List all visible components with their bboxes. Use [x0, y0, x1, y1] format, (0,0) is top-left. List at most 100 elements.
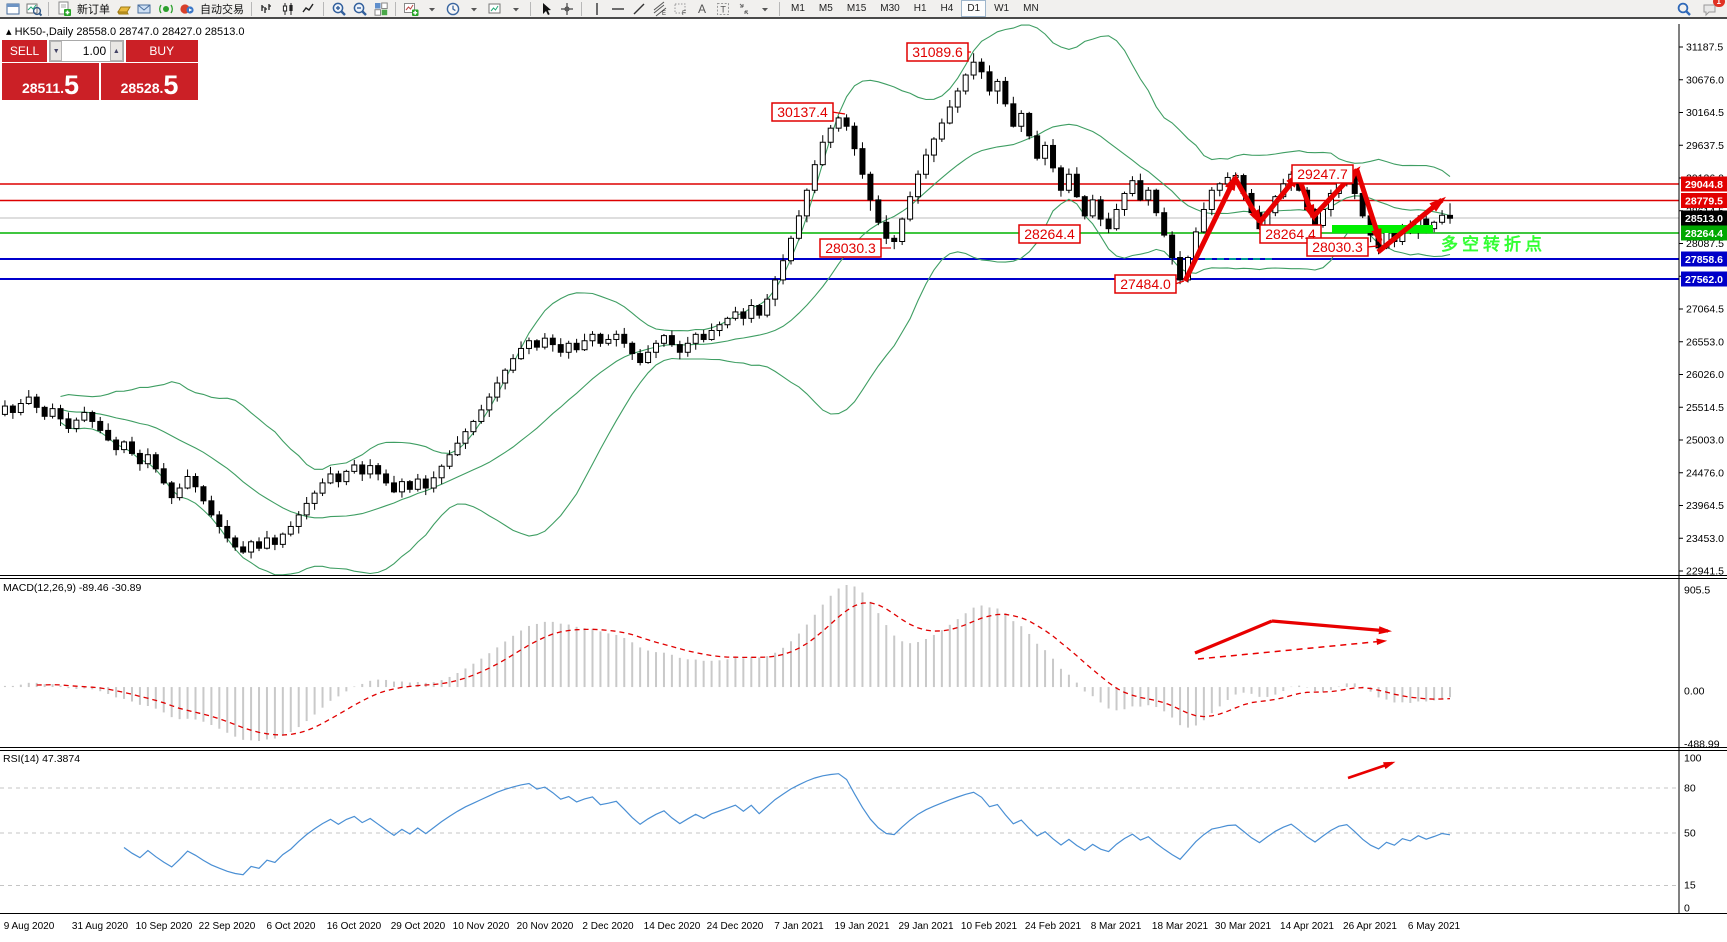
mailbox-icon[interactable] — [135, 0, 154, 17]
candle-body — [470, 420, 477, 433]
buy-price[interactable]: 28528. 5 — [101, 63, 198, 100]
fibonacci-icon[interactable]: E — [650, 0, 669, 17]
chart-window-icon[interactable] — [3, 0, 22, 17]
autotrading-label[interactable]: 自动交易 — [200, 3, 244, 16]
price-callout-text: 30137.4 — [777, 104, 828, 120]
timeframe-w1[interactable]: W1 — [994, 3, 1010, 14]
timeframe-mn[interactable]: MN — [1023, 3, 1039, 14]
candle-body — [946, 106, 953, 124]
candle-body — [287, 525, 294, 535]
main-pane — [0, 24, 1679, 576]
price-axis-label: 26026.0 — [1686, 369, 1724, 381]
annotation-arrow[interactable] — [1376, 198, 1444, 254]
price-tag-text: 28513.0 — [1685, 213, 1723, 225]
axis-layer: 31187.530676.030164.529637.529126.028614… — [0, 24, 1727, 932]
timeframe-h1[interactable]: H1 — [913, 3, 927, 14]
candle-body — [1153, 189, 1160, 214]
line-chart-icon[interactable] — [299, 0, 318, 17]
timeframe-d1[interactable]: D1 — [961, 0, 987, 17]
candle-body — [160, 468, 167, 484]
annotation-arrow[interactable] — [1182, 176, 1238, 283]
date-axis-label: 24 Dec 2020 — [707, 921, 764, 932]
horizontal-line-icon[interactable] — [608, 0, 627, 17]
timeframe-m15[interactable]: M15 — [846, 3, 867, 14]
history-center-icon[interactable] — [114, 0, 133, 17]
price-callout-box[interactable] — [819, 238, 882, 258]
candle-body — [859, 148, 866, 175]
indicators-icon[interactable] — [401, 0, 420, 17]
candle-body — [954, 90, 961, 108]
candlestick-chart-icon[interactable] — [278, 0, 297, 17]
text-icon[interactable]: A — [692, 0, 711, 17]
indicators-dropdown-icon[interactable] — [422, 0, 441, 17]
candle-body — [827, 127, 834, 143]
date-axis-label: 10 Feb 2021 — [961, 921, 1018, 932]
data-window-icon[interactable] — [24, 0, 43, 17]
template-dropdown-icon[interactable] — [506, 0, 525, 17]
new-order-label[interactable]: 新订单 — [77, 3, 110, 16]
buy-button[interactable]: BUY — [125, 40, 198, 62]
new-order-icon[interactable] — [54, 0, 73, 17]
tile-windows-icon[interactable] — [371, 0, 390, 17]
candle-body — [748, 305, 755, 319]
zoom-in-icon[interactable] — [329, 0, 348, 17]
periods-dropdown-icon[interactable] — [464, 0, 483, 17]
candle-body — [1161, 212, 1168, 236]
bar-chart-icon[interactable] — [257, 0, 276, 17]
price-callout-box[interactable] — [1259, 224, 1322, 244]
one-click-trade-panel: SELL ▼ ▲ BUY 28511.5 28528.5 — [2, 40, 198, 100]
autotrading-icon[interactable] — [177, 0, 196, 17]
timeframe-m5[interactable]: M5 — [818, 3, 833, 14]
timeframe-m30[interactable]: M30 — [880, 3, 900, 14]
volume-decrease-button[interactable]: ▼ — [50, 41, 63, 61]
annotation-arrow[interactable] — [1271, 619, 1389, 633]
candle-body — [327, 473, 334, 484]
candle-body — [319, 482, 326, 494]
sell-price[interactable]: 28511. 5 — [2, 63, 99, 100]
candle-body — [1081, 196, 1088, 217]
candle-body — [994, 80, 1001, 92]
price-callout-box[interactable] — [1018, 224, 1081, 244]
price-tag-text: 27858.6 — [1685, 254, 1723, 266]
trendline-icon[interactable] — [629, 0, 648, 17]
annotation-arrow[interactable] — [1197, 640, 1385, 660]
zoom-out-icon[interactable] — [350, 0, 369, 17]
price-callout-box[interactable] — [906, 42, 969, 62]
candle-body — [621, 333, 628, 344]
sell-button[interactable]: SELL — [2, 40, 47, 62]
cursor-icon[interactable] — [536, 0, 555, 17]
notification-badge: 1 — [1712, 0, 1725, 7]
volume-input[interactable] — [62, 41, 111, 61]
arrows-dropdown-icon[interactable] — [755, 0, 774, 17]
vertical-line-icon[interactable] — [587, 0, 606, 17]
chat-icon[interactable]: 1 — [1700, 0, 1725, 17]
crosshair-icon[interactable] — [557, 0, 576, 17]
annotation-arrow[interactable] — [1354, 169, 1383, 242]
template-icon[interactable] — [485, 0, 504, 17]
arrows-icon[interactable] — [734, 0, 753, 17]
fibo-grid-icon[interactable]: F — [671, 0, 690, 17]
candle-body — [724, 317, 731, 326]
price-callout-box[interactable] — [1306, 237, 1369, 257]
candle-body — [581, 340, 588, 351]
macd-trend-arrow[interactable] — [1194, 619, 1273, 655]
price-callout-box[interactable] — [1291, 164, 1354, 184]
green-support-bar[interactable] — [1332, 225, 1433, 233]
news-icon[interactable] — [156, 0, 175, 17]
periods-icon[interactable] — [443, 0, 462, 17]
candle-body — [311, 492, 318, 504]
price-callout-box[interactable] — [771, 102, 834, 122]
rsi-label: RSI(14) 47.3874 — [3, 753, 81, 765]
search-icon[interactable] — [1674, 0, 1693, 17]
volume-increase-button[interactable]: ▲ — [110, 41, 123, 61]
candle-body — [1034, 135, 1041, 159]
candle-body — [700, 333, 707, 340]
text-label-icon[interactable]: T — [713, 0, 732, 17]
candle-body — [1026, 112, 1033, 137]
candle-body — [922, 154, 929, 175]
timeframe-m1[interactable]: M1 — [791, 3, 805, 14]
price-callout-box[interactable] — [1114, 274, 1177, 294]
timeframe-h4[interactable]: H4 — [940, 3, 954, 14]
date-axis-label: 18 Mar 2021 — [1152, 921, 1209, 932]
